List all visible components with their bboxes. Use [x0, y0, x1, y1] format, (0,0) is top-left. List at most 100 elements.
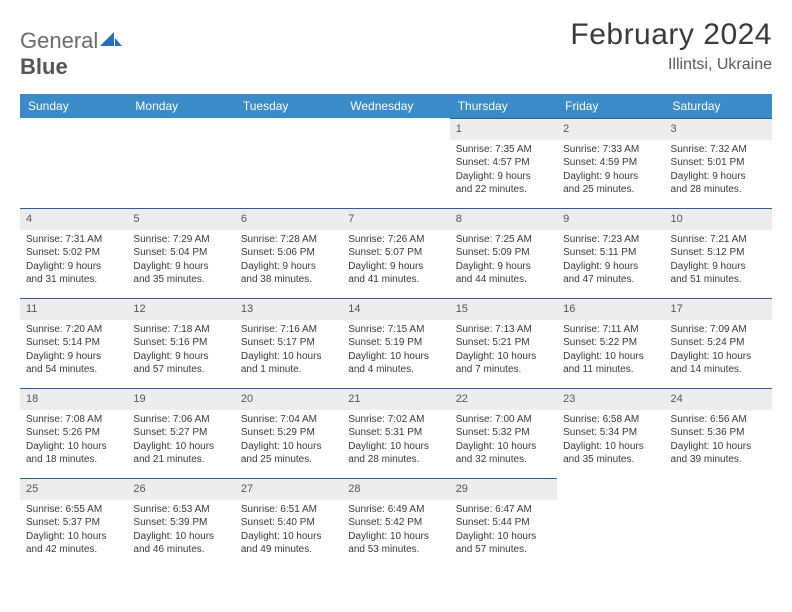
daylight-text: Daylight: 9 hours	[26, 350, 121, 364]
day-number: 27	[235, 478, 342, 500]
day-content: Sunrise: 7:26 AMSunset: 5:07 PMDaylight:…	[342, 230, 449, 293]
daylight-text: Daylight: 9 hours	[563, 260, 658, 274]
day-number: 2	[557, 118, 664, 140]
day-content: Sunrise: 6:51 AMSunset: 5:40 PMDaylight:…	[235, 500, 342, 563]
day-content: Sunrise: 7:35 AMSunset: 4:57 PMDaylight:…	[450, 140, 557, 203]
calendar-cell: 20Sunrise: 7:04 AMSunset: 5:29 PMDayligh…	[235, 388, 342, 478]
sunset-text: Sunset: 5:07 PM	[348, 246, 443, 260]
calendar-cell: 9Sunrise: 7:23 AMSunset: 5:11 PMDaylight…	[557, 208, 664, 298]
sunset-text: Sunset: 5:11 PM	[563, 246, 658, 260]
daylight-text: and 49 minutes.	[241, 543, 336, 557]
calendar: Sunday Monday Tuesday Wednesday Thursday…	[20, 94, 772, 568]
sunset-text: Sunset: 5:29 PM	[241, 426, 336, 440]
daylight-text: Daylight: 9 hours	[671, 260, 766, 274]
sunset-text: Sunset: 5:02 PM	[26, 246, 121, 260]
sunrise-text: Sunrise: 7:13 AM	[456, 323, 551, 337]
sunset-text: Sunset: 5:37 PM	[26, 516, 121, 530]
sunset-text: Sunset: 5:24 PM	[671, 336, 766, 350]
calendar-cell: 28Sunrise: 6:49 AMSunset: 5:42 PMDayligh…	[342, 478, 449, 568]
calendar-cell	[665, 478, 772, 568]
day-number: 15	[450, 298, 557, 320]
daylight-text: and 7 minutes.	[456, 363, 551, 377]
sunrise-text: Sunrise: 7:20 AM	[26, 323, 121, 337]
daylight-text: Daylight: 10 hours	[241, 350, 336, 364]
sunrise-text: Sunrise: 7:35 AM	[456, 143, 551, 157]
daylight-text: Daylight: 10 hours	[348, 350, 443, 364]
daylight-text: Daylight: 10 hours	[348, 530, 443, 544]
sunrise-text: Sunrise: 7:09 AM	[671, 323, 766, 337]
daylight-text: and 57 minutes.	[456, 543, 551, 557]
sunset-text: Sunset: 5:16 PM	[133, 336, 228, 350]
sunset-text: Sunset: 5:21 PM	[456, 336, 551, 350]
sunset-text: Sunset: 5:19 PM	[348, 336, 443, 350]
sunset-text: Sunset: 5:34 PM	[563, 426, 658, 440]
daylight-text: and 32 minutes.	[456, 453, 551, 467]
daylight-text: and 39 minutes.	[671, 453, 766, 467]
day-number: 20	[235, 388, 342, 410]
sunrise-text: Sunrise: 6:51 AM	[241, 503, 336, 517]
day-content: Sunrise: 7:08 AMSunset: 5:26 PMDaylight:…	[20, 410, 127, 473]
calendar-cell: 11Sunrise: 7:20 AMSunset: 5:14 PMDayligh…	[20, 298, 127, 388]
sunrise-text: Sunrise: 7:06 AM	[133, 413, 228, 427]
logo-text-part2: Blue	[20, 54, 68, 79]
day-number: 12	[127, 298, 234, 320]
daylight-text: Daylight: 10 hours	[348, 440, 443, 454]
sunrise-text: Sunrise: 7:25 AM	[456, 233, 551, 247]
daylight-text: Daylight: 10 hours	[671, 440, 766, 454]
sunrise-text: Sunrise: 6:55 AM	[26, 503, 121, 517]
daylight-text: Daylight: 9 hours	[348, 260, 443, 274]
sunrise-text: Sunrise: 6:53 AM	[133, 503, 228, 517]
daylight-text: and 38 minutes.	[241, 273, 336, 287]
calendar-cell: 13Sunrise: 7:16 AMSunset: 5:17 PMDayligh…	[235, 298, 342, 388]
calendar-week-row: 25Sunrise: 6:55 AMSunset: 5:37 PMDayligh…	[20, 478, 772, 568]
sunrise-text: Sunrise: 6:49 AM	[348, 503, 443, 517]
sunrise-text: Sunrise: 7:31 AM	[26, 233, 121, 247]
calendar-cell: 12Sunrise: 7:18 AMSunset: 5:16 PMDayligh…	[127, 298, 234, 388]
weekday-header: Wednesday	[342, 94, 449, 118]
day-content: Sunrise: 7:13 AMSunset: 5:21 PMDaylight:…	[450, 320, 557, 383]
daylight-text: and 44 minutes.	[456, 273, 551, 287]
calendar-cell	[127, 118, 234, 208]
day-number: 24	[665, 388, 772, 410]
calendar-cell	[557, 478, 664, 568]
calendar-week-row: 4Sunrise: 7:31 AMSunset: 5:02 PMDaylight…	[20, 208, 772, 298]
weekday-header: Sunday	[20, 94, 127, 118]
daylight-text: Daylight: 10 hours	[563, 440, 658, 454]
sunset-text: Sunset: 5:40 PM	[241, 516, 336, 530]
daylight-text: and 31 minutes.	[26, 273, 121, 287]
weekday-header: Friday	[557, 94, 664, 118]
day-content: Sunrise: 6:55 AMSunset: 5:37 PMDaylight:…	[20, 500, 127, 563]
weekday-header: Thursday	[450, 94, 557, 118]
daylight-text: and 57 minutes.	[133, 363, 228, 377]
day-number: 18	[20, 388, 127, 410]
calendar-week-row: 1Sunrise: 7:35 AMSunset: 4:57 PMDaylight…	[20, 118, 772, 208]
weekday-header-row: Sunday Monday Tuesday Wednesday Thursday…	[20, 94, 772, 118]
day-number: 10	[665, 208, 772, 230]
calendar-cell: 1Sunrise: 7:35 AMSunset: 4:57 PMDaylight…	[450, 118, 557, 208]
sunrise-text: Sunrise: 6:58 AM	[563, 413, 658, 427]
calendar-cell	[235, 118, 342, 208]
calendar-cell	[20, 118, 127, 208]
sunrise-text: Sunrise: 7:28 AM	[241, 233, 336, 247]
sunset-text: Sunset: 5:04 PM	[133, 246, 228, 260]
sunset-text: Sunset: 5:17 PM	[241, 336, 336, 350]
day-number: 7	[342, 208, 449, 230]
daylight-text: and 22 minutes.	[456, 183, 551, 197]
daylight-text: and 46 minutes.	[133, 543, 228, 557]
daylight-text: Daylight: 10 hours	[241, 530, 336, 544]
calendar-cell: 18Sunrise: 7:08 AMSunset: 5:26 PMDayligh…	[20, 388, 127, 478]
calendar-cell: 5Sunrise: 7:29 AMSunset: 5:04 PMDaylight…	[127, 208, 234, 298]
calendar-cell: 22Sunrise: 7:00 AMSunset: 5:32 PMDayligh…	[450, 388, 557, 478]
sunrise-text: Sunrise: 7:18 AM	[133, 323, 228, 337]
calendar-cell: 2Sunrise: 7:33 AMSunset: 4:59 PMDaylight…	[557, 118, 664, 208]
calendar-cell: 29Sunrise: 6:47 AMSunset: 5:44 PMDayligh…	[450, 478, 557, 568]
calendar-cell	[342, 118, 449, 208]
daylight-text: and 41 minutes.	[348, 273, 443, 287]
sunrise-text: Sunrise: 7:00 AM	[456, 413, 551, 427]
calendar-cell: 26Sunrise: 6:53 AMSunset: 5:39 PMDayligh…	[127, 478, 234, 568]
sunset-text: Sunset: 5:14 PM	[26, 336, 121, 350]
daylight-text: and 11 minutes.	[563, 363, 658, 377]
daylight-text: and 14 minutes.	[671, 363, 766, 377]
calendar-cell: 15Sunrise: 7:13 AMSunset: 5:21 PMDayligh…	[450, 298, 557, 388]
daylight-text: and 18 minutes.	[26, 453, 121, 467]
